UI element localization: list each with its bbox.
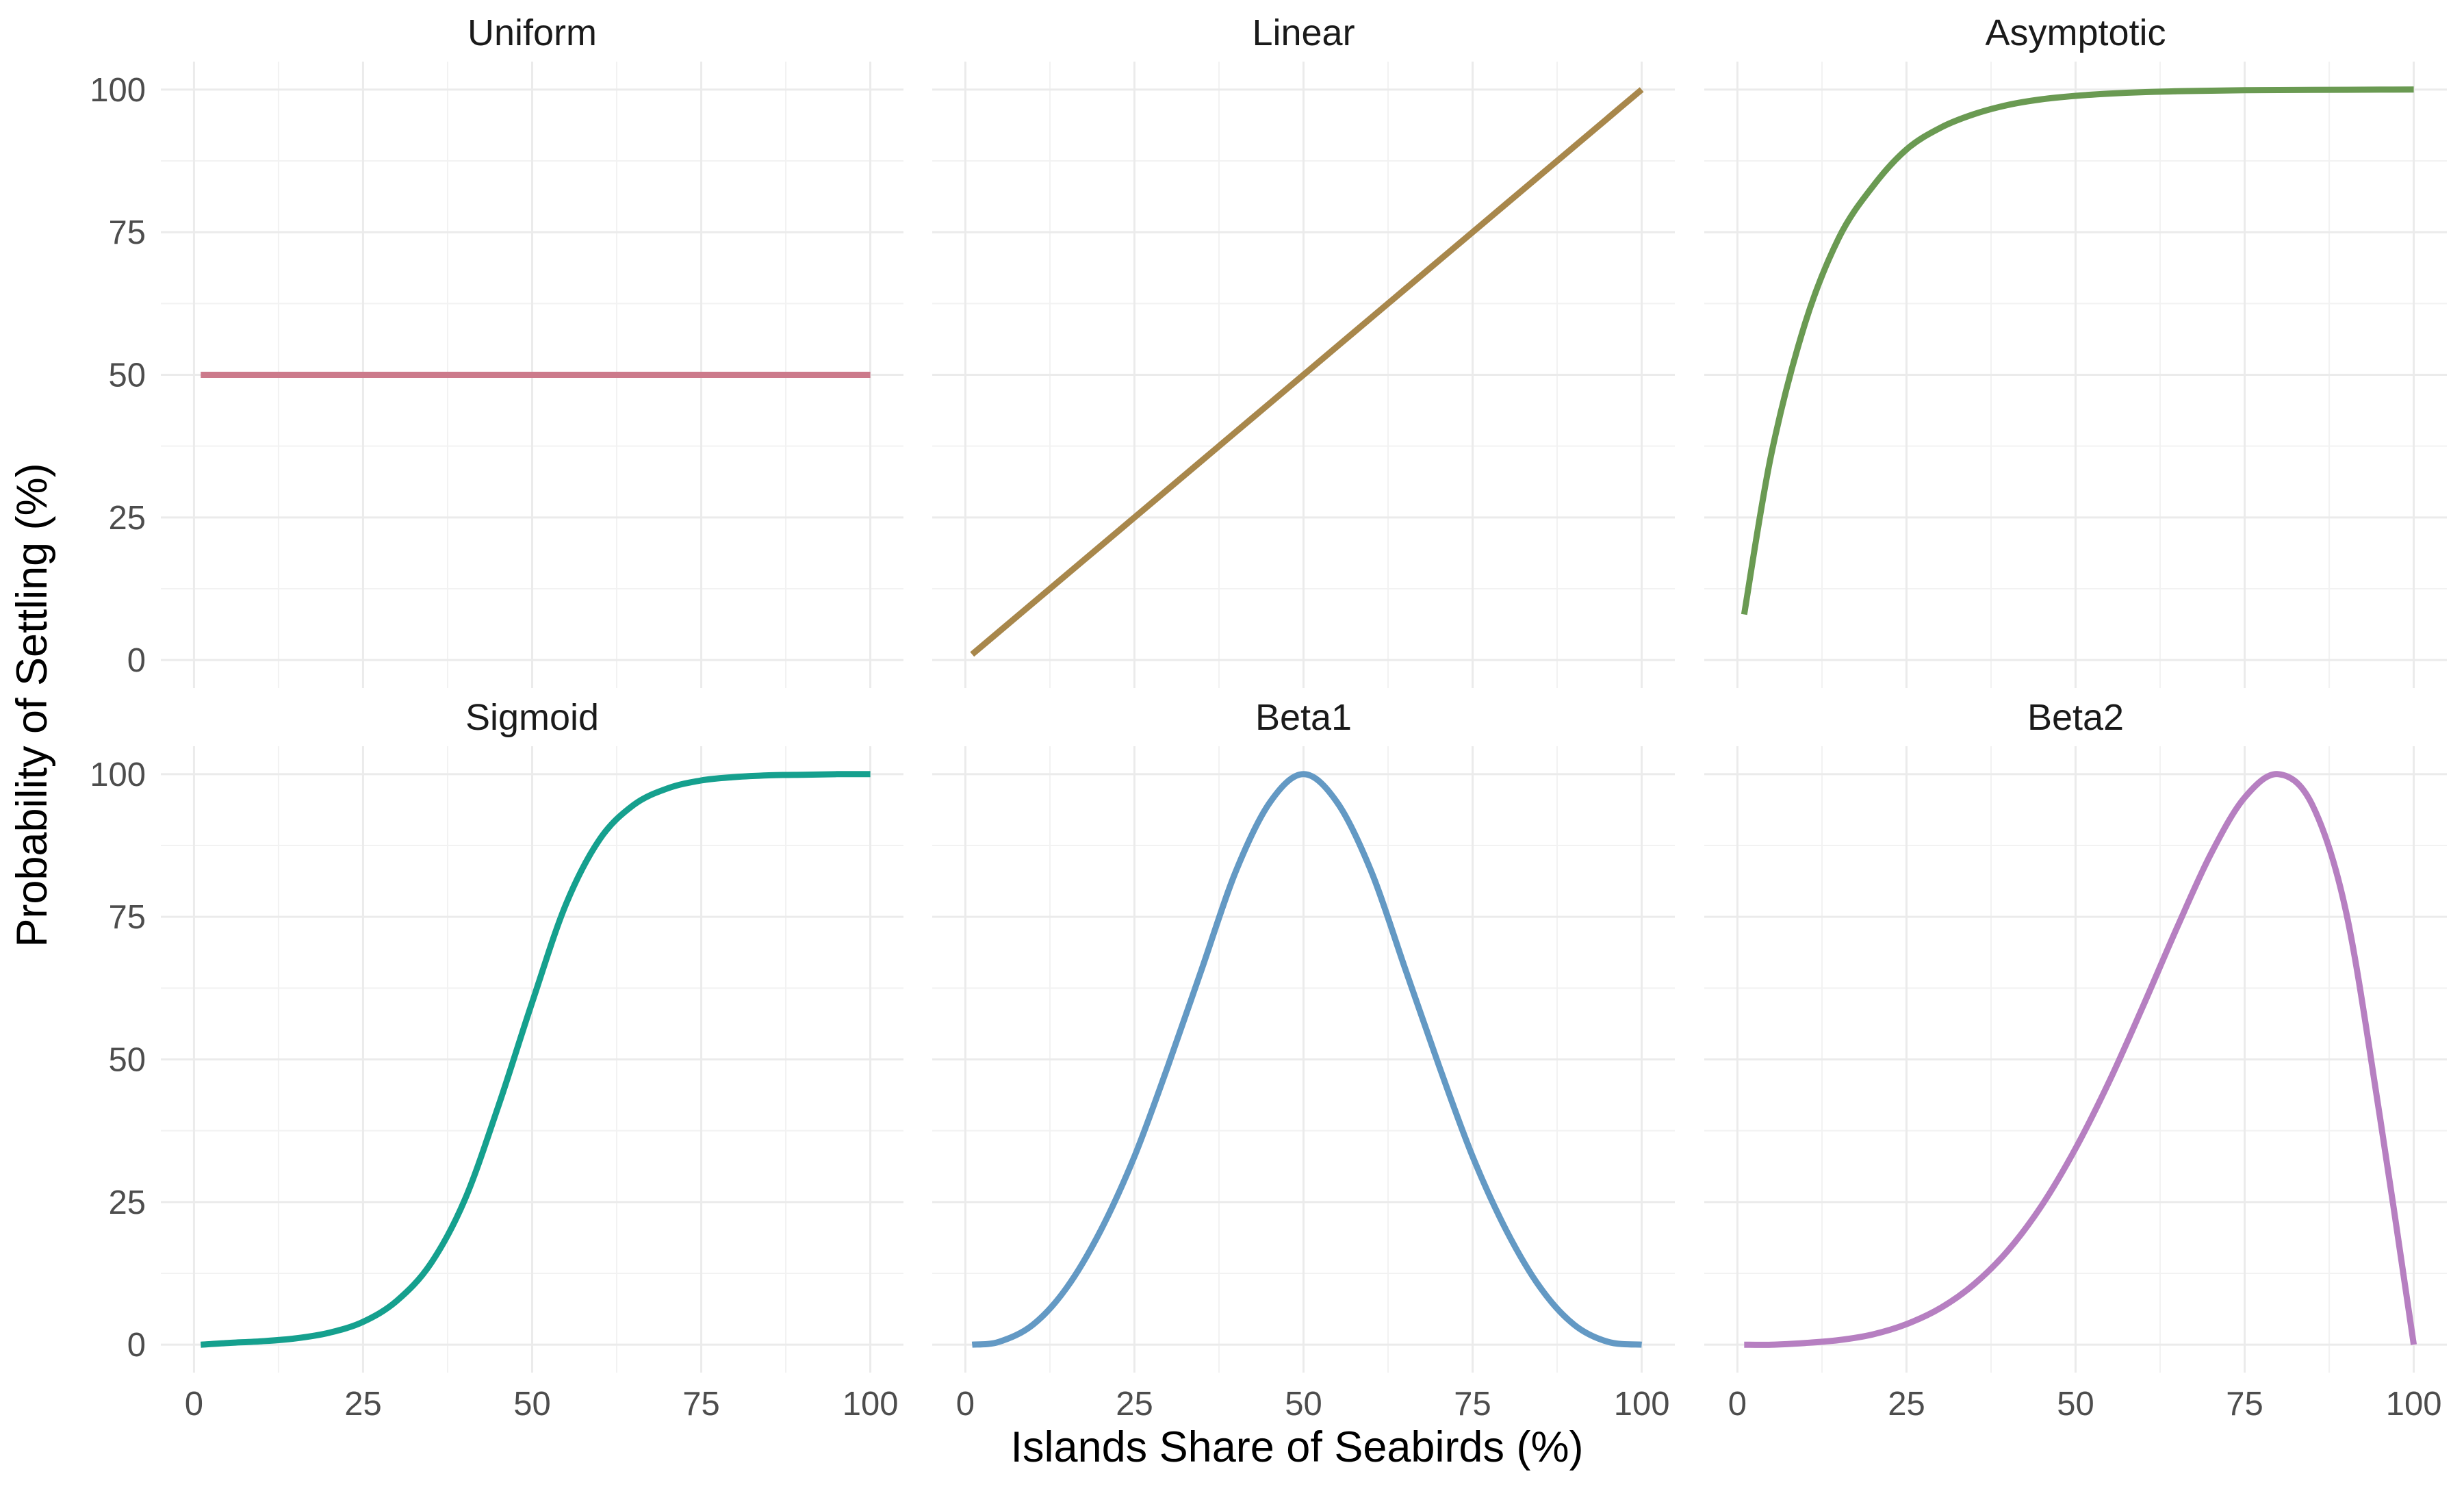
panel-beta2: Beta2 0 25 50 75 100 <box>1704 697 2447 1423</box>
series-line-beta1 <box>971 771 1642 1348</box>
panel-title: Beta1 <box>1255 697 1352 738</box>
panels-layer: Uniform 0 25 50 75 100 Linear Asymptotic Sigmoid… <box>90 12 2447 1423</box>
x-tick-label: 100 <box>843 1386 899 1423</box>
x-axis-title: Islands Share of Seabirds (%) <box>1011 1423 1584 1471</box>
y-axis-title: Probability of Settling (%) <box>8 463 56 947</box>
x-tick-label: 75 <box>2226 1386 2263 1423</box>
y-tick-label: 100 <box>90 756 146 793</box>
y-tick-label: 25 <box>108 500 146 537</box>
x-tick-label: 0 <box>956 1386 975 1423</box>
x-tick-label: 75 <box>1454 1386 1491 1423</box>
panel-title: Sigmoid <box>465 697 599 738</box>
panel-beta1: Beta1 0 25 50 75 100 <box>932 697 1675 1423</box>
y-tick-label: 0 <box>127 642 146 679</box>
panel-title: Beta2 <box>2027 697 2124 738</box>
x-tick-label: 25 <box>1116 1386 1153 1423</box>
x-tick-label: 75 <box>682 1386 720 1423</box>
x-tick-label: 0 <box>185 1386 203 1423</box>
y-tick-label: 25 <box>108 1184 146 1221</box>
y-tick-label: 50 <box>108 1042 146 1079</box>
x-tick-label: 25 <box>1888 1386 1925 1423</box>
y-tick-label: 100 <box>90 72 146 109</box>
x-tick-label: 100 <box>1614 1386 1670 1423</box>
y-tick-label: 75 <box>108 214 146 251</box>
series-line-asymptotic <box>1741 86 2414 615</box>
panel-sigmoid: Sigmoid 0 25 50 75 100 0 25 50 75 100 <box>90 697 903 1423</box>
panel-title: Asymptotic <box>1985 12 2166 53</box>
x-tick-label: 50 <box>513 1386 551 1423</box>
x-tick-label: 0 <box>1728 1386 1747 1423</box>
panel-uniform: Uniform 0 25 50 75 100 <box>90 12 903 688</box>
panel-title: Linear <box>1252 12 1355 53</box>
y-tick-label: 0 <box>127 1327 146 1364</box>
panel-asymptotic: Asymptotic <box>1704 12 2447 688</box>
series-line-sigmoid <box>201 771 871 1348</box>
panel-title: Uniform <box>467 12 597 53</box>
panel-linear: Linear <box>932 12 1675 688</box>
series-line-linear <box>970 87 1644 657</box>
x-tick-label: 50 <box>1285 1386 1322 1423</box>
series-line-beta2 <box>1744 771 2417 1348</box>
y-tick-label: 75 <box>108 899 146 936</box>
y-tick-label: 50 <box>108 357 146 394</box>
x-tick-label: 25 <box>344 1386 382 1423</box>
x-tick-label: 50 <box>2057 1386 2094 1423</box>
x-tick-label: 100 <box>2386 1386 2442 1423</box>
